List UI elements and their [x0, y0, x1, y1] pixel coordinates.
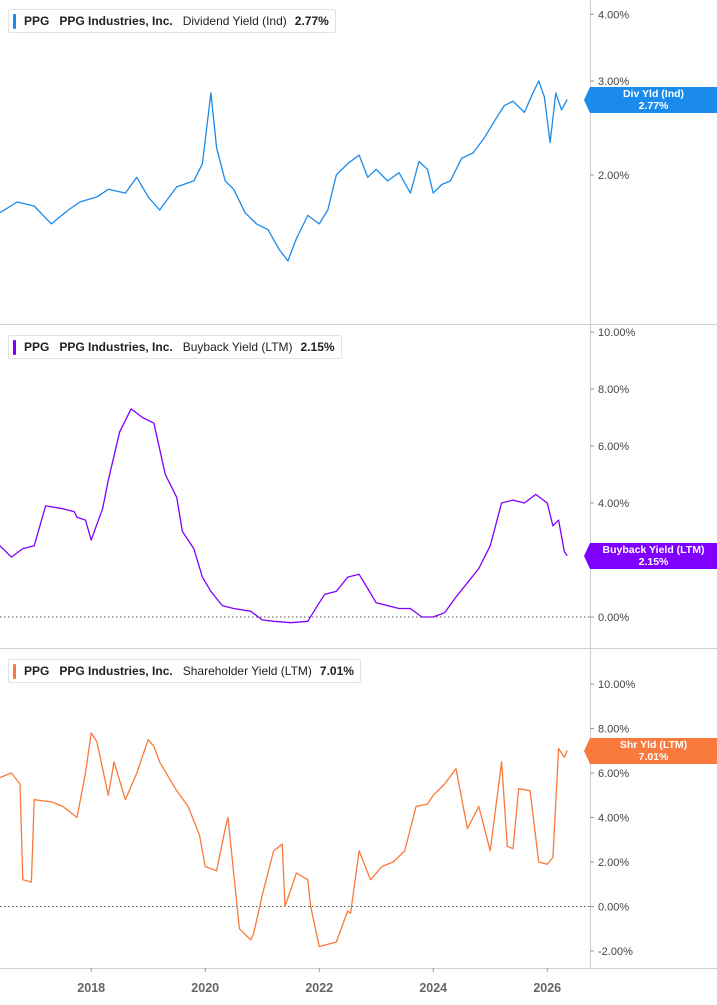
flag-value: 7.01% — [638, 751, 669, 763]
flag-value: 2.15% — [638, 556, 669, 568]
x-tick-label: 2020 — [191, 981, 219, 995]
shareholder-yield-legend[interactable]: PPG PPG Industries, Inc. Shareholder Yie… — [8, 659, 361, 683]
x-tick-label: 2022 — [305, 981, 333, 995]
flag-label: Buyback Yield (LTM) — [602, 544, 705, 556]
dividend-yield-legend[interactable]: PPG PPG Industries, Inc. Dividend Yield … — [8, 9, 336, 33]
y-tick-label: 4.00% — [598, 813, 629, 825]
legend-metric: Dividend Yield (Ind) — [182, 14, 287, 28]
dividend-yield-value-flag: Div Yld (Ind) 2.77% — [584, 87, 717, 113]
y-tick-label: 4.00% — [598, 9, 629, 21]
y-tick-label: 10.00% — [598, 327, 636, 339]
flag-label: Shr Yld (LTM) — [619, 739, 688, 751]
legend-ticker: PPG — [24, 14, 50, 28]
legend-ticker: PPG — [24, 340, 50, 354]
x-tick-label: 2024 — [419, 981, 447, 995]
y-tick-label: 6.00% — [598, 768, 629, 780]
legend-metric: Buyback Yield (LTM) — [182, 340, 293, 354]
legend-value: 7.01% — [319, 664, 354, 678]
y-tick-label: 6.00% — [598, 441, 629, 453]
legend-value: 2.15% — [300, 340, 335, 354]
buyback-yield-value-flag: Buyback Yield (LTM) 2.15% — [584, 543, 717, 569]
series-color-swatch — [13, 339, 16, 355]
y-tick-label: -2.00% — [598, 946, 633, 958]
y-tick-label: 8.00% — [598, 384, 629, 396]
y-tick-label: 10.00% — [598, 679, 636, 691]
y-tick-label: 0.00% — [598, 902, 629, 914]
series-color-swatch — [13, 663, 16, 679]
series-color-swatch — [13, 13, 16, 29]
y-tick-label: 2.00% — [598, 170, 629, 182]
legend-company: PPG Industries, Inc. — [59, 340, 173, 354]
y-tick-label: 2.00% — [598, 857, 629, 869]
x-tick-label: 2026 — [533, 981, 561, 995]
shareholder-yield-value-flag: Shr Yld (LTM) 7.01% — [584, 738, 717, 764]
legend-value: 2.77% — [294, 14, 329, 28]
flag-value: 2.77% — [638, 100, 669, 112]
series-line — [0, 80, 568, 262]
y-tick-label: 4.00% — [598, 498, 629, 510]
series-line — [0, 732, 568, 948]
series-line — [0, 408, 568, 624]
flag-label: Div Yld (Ind) — [622, 88, 685, 100]
legend-company: PPG Industries, Inc. — [59, 14, 173, 28]
legend-company: PPG Industries, Inc. — [59, 664, 173, 678]
y-tick-label: 3.00% — [598, 76, 629, 88]
y-tick-label: 0.00% — [598, 612, 629, 624]
buyback-yield-legend[interactable]: PPG PPG Industries, Inc. Buyback Yield (… — [8, 335, 342, 359]
legend-metric: Shareholder Yield (LTM) — [182, 664, 312, 678]
x-tick-label: 2018 — [77, 981, 105, 995]
legend-ticker: PPG — [24, 664, 50, 678]
y-tick-label: 8.00% — [598, 724, 629, 736]
